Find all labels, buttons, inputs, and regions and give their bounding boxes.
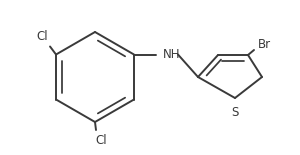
- Text: S: S: [231, 106, 239, 119]
- Text: Br: Br: [258, 38, 271, 51]
- Text: NH: NH: [163, 48, 181, 61]
- Text: Cl: Cl: [95, 133, 107, 146]
- Text: Cl: Cl: [36, 30, 48, 43]
